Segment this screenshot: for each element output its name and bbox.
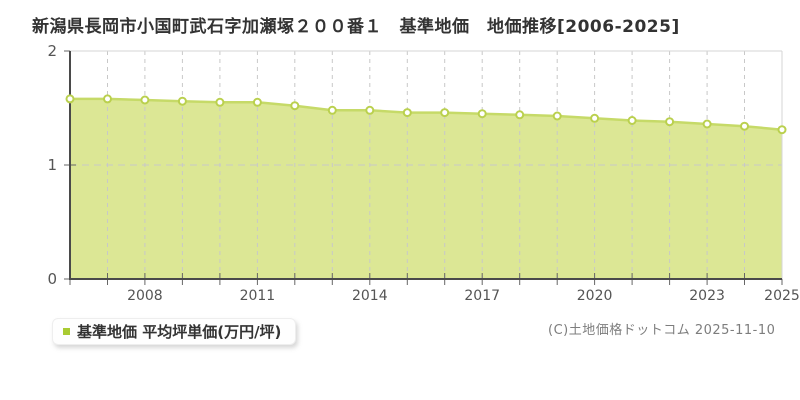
svg-text:2020: 2020 <box>577 288 613 304</box>
svg-text:0: 0 <box>47 270 57 288</box>
svg-text:2014: 2014 <box>352 288 388 304</box>
svg-text:2011: 2011 <box>240 288 276 304</box>
svg-text:2025: 2025 <box>764 288 800 304</box>
svg-text:2: 2 <box>47 42 57 60</box>
data-points <box>65 94 787 135</box>
area-series <box>70 98 782 280</box>
svg-text:2017: 2017 <box>464 288 500 304</box>
gridlines <box>70 51 782 279</box>
price-trend-chart: 2008 2011 2014 2017 2020 2023 2025 0 1 2 <box>47 42 799 304</box>
legend: 基準地価 平均坪単価(万円/坪) <box>52 318 297 345</box>
chart-title: 新潟県長岡市小国町武石字加瀬塚２００番１ 基準地価 地価推移[2006-2025… <box>32 17 680 37</box>
svg-text:2023: 2023 <box>689 288 725 304</box>
svg-text:2008: 2008 <box>127 288 163 304</box>
axes <box>69 50 783 280</box>
svg-text:1: 1 <box>47 156 57 174</box>
copyright-text: (C)土地価格ドットコム 2025-11-10 <box>548 323 776 338</box>
legend-label: 基準地価 平均坪単価(万円/坪) <box>77 323 282 341</box>
tick-labels: 2008 2011 2014 2017 2020 2023 2025 0 1 2 <box>47 42 799 304</box>
series-line <box>70 97 783 131</box>
series-swatch-icon <box>63 328 70 335</box>
